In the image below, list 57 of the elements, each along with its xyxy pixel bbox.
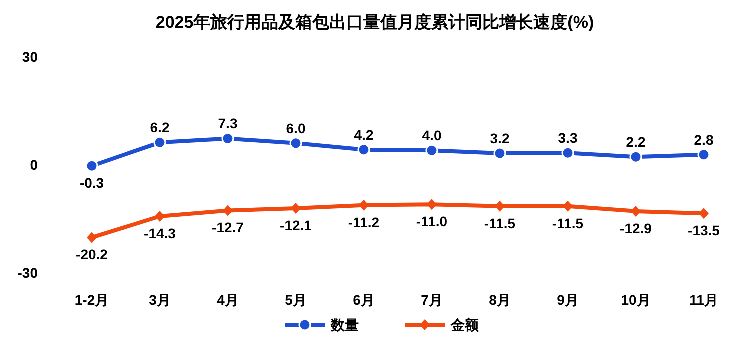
point <box>359 200 369 211</box>
point <box>87 232 97 244</box>
point <box>290 137 302 150</box>
data-label: 2.8 <box>694 132 714 148</box>
ytick: 30 <box>22 49 38 65</box>
legend-label: 金额 <box>450 317 480 333</box>
point <box>426 144 438 157</box>
xtick: 10月 <box>621 292 651 308</box>
data-label: 6.0 <box>286 120 306 136</box>
data-label: -12.9 <box>620 220 652 236</box>
data-label: -11.2 <box>348 214 380 230</box>
point <box>631 206 641 217</box>
point <box>154 136 166 149</box>
point <box>427 199 437 210</box>
title: 2025年旅行用品及箱包出口量值月度累计同比增长速度(%) <box>156 13 594 32</box>
ytick: -30 <box>18 265 38 281</box>
data-label: 3.2 <box>490 130 510 146</box>
point <box>494 147 506 160</box>
data-label: 2.2 <box>626 134 646 150</box>
legend-label: 数量 <box>330 317 359 333</box>
data-label: -13.5 <box>688 222 720 239</box>
xtick: 8月 <box>489 292 511 308</box>
point <box>358 144 370 156</box>
data-label: -0.3 <box>80 175 104 192</box>
xtick: 4月 <box>217 292 239 308</box>
data-label: -12.7 <box>212 220 244 236</box>
legend-item: 数量 <box>285 317 359 333</box>
data-label: 7.3 <box>218 116 238 132</box>
data-label: 6.2 <box>150 120 170 136</box>
point <box>699 208 709 220</box>
data-label: 4.2 <box>354 126 374 143</box>
point <box>562 146 574 160</box>
point <box>495 200 505 212</box>
data-label: -14.3 <box>144 225 176 242</box>
xtick: 9月 <box>557 292 579 308</box>
point <box>698 148 710 162</box>
data-label: -11.5 <box>484 215 516 232</box>
data-label: -11.0 <box>416 214 448 230</box>
data-label: 3.3 <box>558 130 578 146</box>
point <box>563 200 573 212</box>
ytick: 0 <box>30 157 38 173</box>
xtick: 5月 <box>285 292 307 308</box>
data-label: -12.1 <box>280 218 312 234</box>
xtick: 3月 <box>149 292 171 308</box>
xtick: 7月 <box>421 292 443 308</box>
data-label: 4.0 <box>422 128 442 144</box>
point <box>86 160 98 172</box>
point <box>630 150 642 164</box>
point <box>223 205 233 216</box>
data-label: -11.5 <box>552 215 584 232</box>
xtick: 11月 <box>690 292 718 308</box>
xtick: 1-2月 <box>74 292 110 308</box>
legend-item: 金额 <box>405 317 479 333</box>
xtick: 6月 <box>353 292 375 308</box>
point <box>291 203 301 214</box>
data-label: -20.2 <box>76 246 108 263</box>
point <box>155 210 165 222</box>
